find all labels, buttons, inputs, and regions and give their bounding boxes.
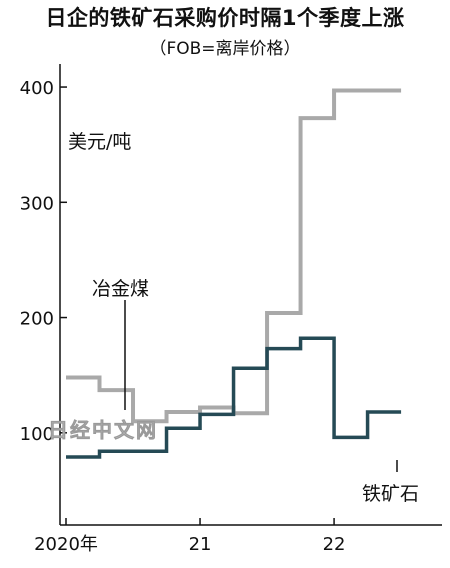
iron-series-label: 铁矿石 [362, 483, 419, 505]
series-layer [66, 88, 402, 459]
y-tick-label: 300 [20, 193, 54, 214]
y-tick-label: 200 [20, 309, 54, 330]
watermark: 日经中文网 [48, 418, 158, 442]
y-tick-label: 400 [20, 78, 54, 99]
x-tick-label: 22 [323, 534, 346, 555]
x-tick-label: 21 [189, 534, 212, 555]
x-tick-label: 2020年 [34, 534, 98, 555]
unit-label: 美元/吨 [68, 131, 131, 153]
y-tick-label: 100 [20, 424, 54, 445]
series-line-iron-ore [66, 336, 402, 459]
chart-title: 日企的铁矿石采购价时隔1个季度上涨 [45, 6, 405, 30]
axes: 100 200 300 400 2020年 21 22 [20, 64, 442, 555]
coal-series-label: 冶金煤 [92, 278, 149, 300]
chart-subtitle: （FOB=离岸价格） [149, 39, 301, 59]
